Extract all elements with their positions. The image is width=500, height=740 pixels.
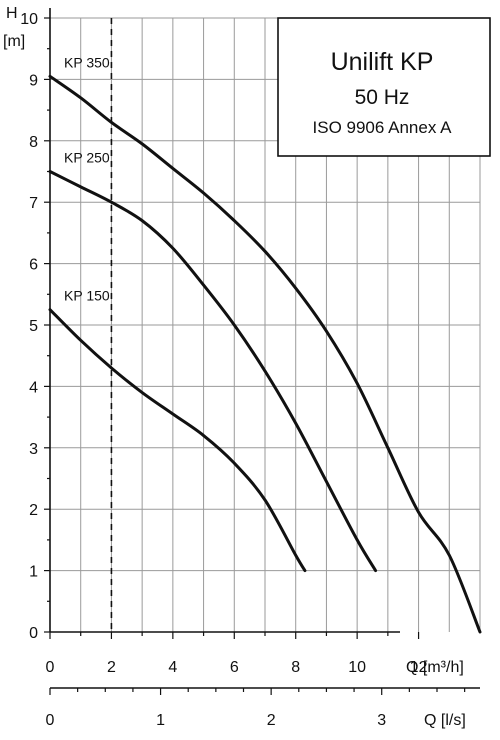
- curve-kp-350: [48, 74, 482, 634]
- x-tick-label: 6: [230, 659, 239, 676]
- title-box: Unilift KP 50 Hz ISO 9906 Annex A: [277, 17, 491, 157]
- curve-label-kp-250: KP 250: [64, 150, 110, 166]
- title-line-3: ISO 9906 Annex A: [313, 118, 453, 137]
- x2-tick-label: 1: [156, 712, 165, 729]
- y-tick-label: 7: [29, 195, 38, 212]
- y-tick-label: 9: [29, 72, 38, 89]
- y-axis-label: H: [6, 5, 18, 22]
- x2-tick-label: 0: [46, 712, 55, 729]
- curve-kp-250: [48, 170, 378, 573]
- x-axis-label: Q [m³/h]: [406, 659, 464, 676]
- y-tick-label: 5: [29, 318, 38, 335]
- x2-tick-label: 3: [377, 712, 386, 729]
- x-tick-label: 2: [107, 659, 116, 676]
- y-tick-label: 3: [29, 441, 38, 458]
- pump-curves: [48, 74, 482, 634]
- axes: [44, 8, 480, 695]
- y-tick-label: 6: [29, 257, 38, 274]
- y-tick-labels: 0 1 2 3 4 5 6 7 8 9 10: [20, 11, 38, 642]
- x-tick-label: 12: [410, 659, 428, 676]
- x-tick-label: 4: [168, 659, 177, 676]
- y-axis-unit: [m]: [3, 33, 25, 50]
- curve-label-kp-350: KP 350: [64, 54, 110, 70]
- y-tick-label: 1: [29, 564, 38, 581]
- title-line-1: Unilift KP: [331, 48, 434, 76]
- curve-label-kp-150: KP 150: [64, 288, 110, 304]
- x-tick-label: 8: [291, 659, 300, 676]
- curve-labels: KP 350 KP 250 KP 150: [64, 54, 110, 303]
- x2-tick-labels: 0 1 2 3: [46, 712, 387, 729]
- title-line-2: 50 Hz: [355, 86, 410, 109]
- x2-axis-label: Q [l/s]: [424, 712, 466, 729]
- x-tick-label: 0: [46, 659, 55, 676]
- y-tick-label: 10: [20, 11, 38, 28]
- x2-tick-label: 2: [267, 712, 276, 729]
- title-box-frame: [277, 17, 491, 157]
- x-tick-labels: 0 2 4 6 8 10 12: [46, 659, 428, 676]
- curve-kp-150: [48, 308, 307, 573]
- y-tick-label: 4: [29, 379, 38, 396]
- y-tick-label: 0: [29, 625, 38, 642]
- y-tick-label: 8: [29, 134, 38, 151]
- x-tick-label: 10: [348, 659, 366, 676]
- y-tick-label: 2: [29, 502, 38, 519]
